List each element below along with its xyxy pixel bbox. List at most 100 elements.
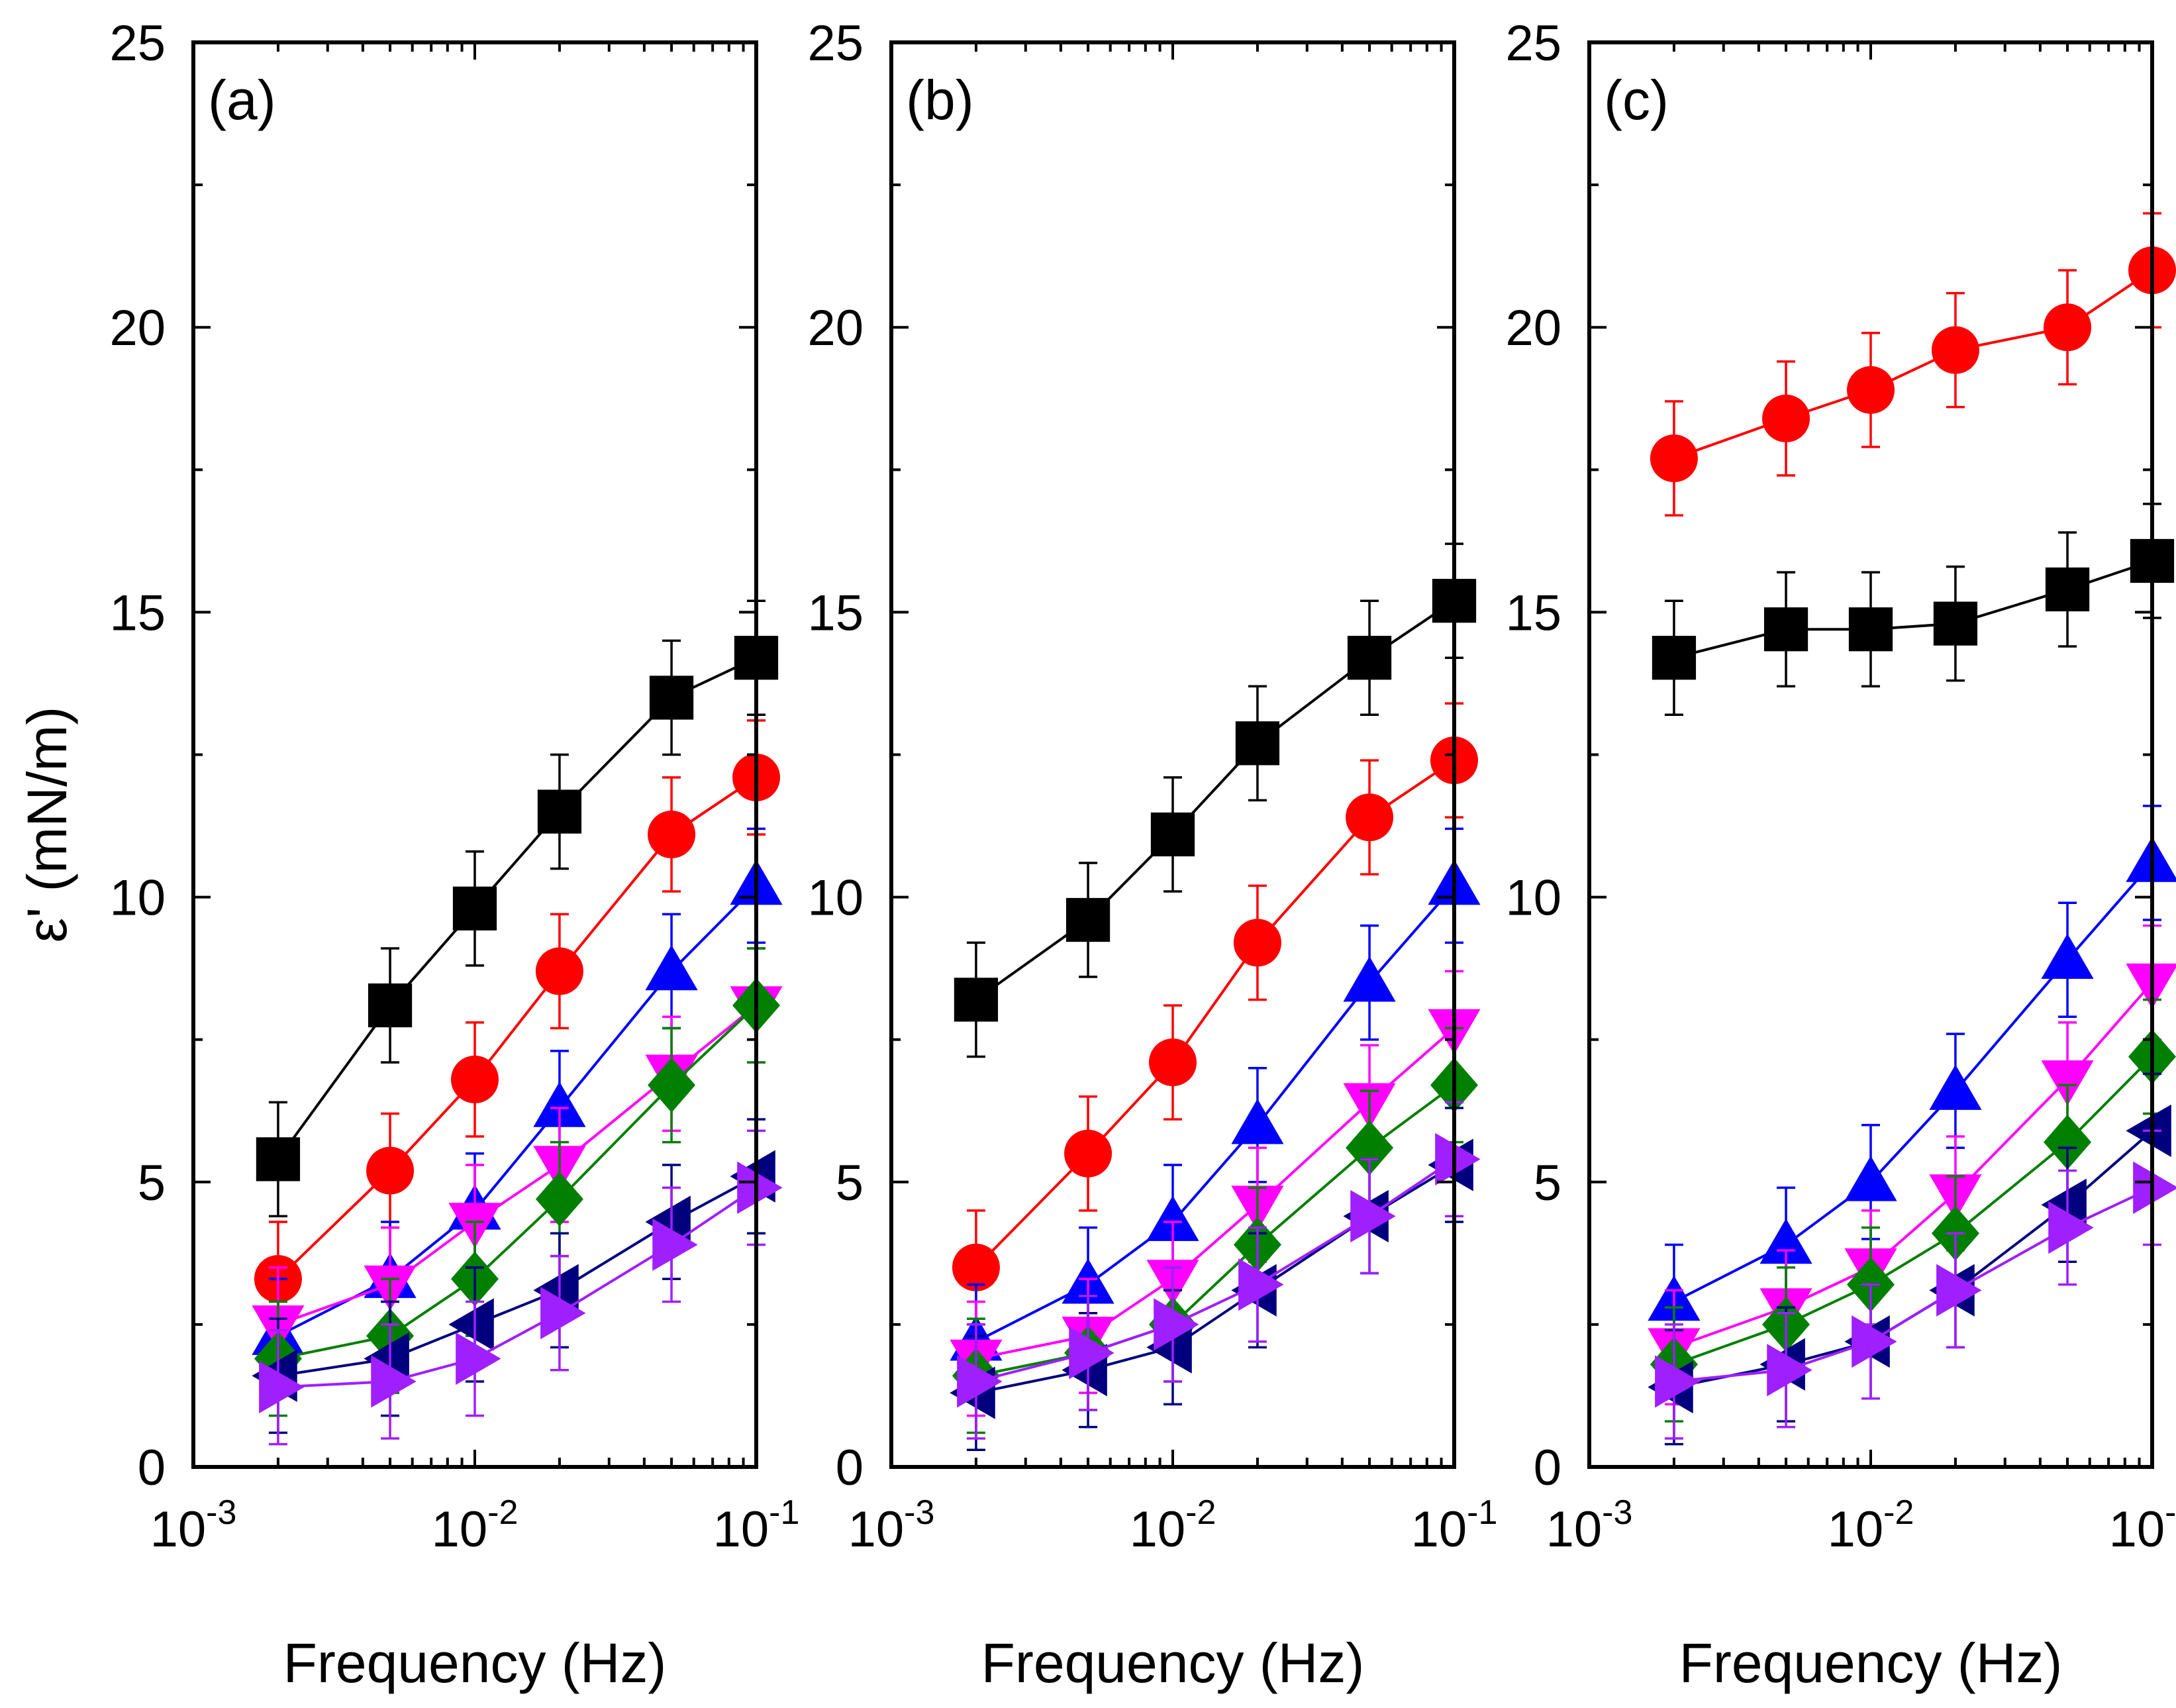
data-point xyxy=(371,1355,417,1408)
data-point xyxy=(2044,1115,2092,1170)
data-point xyxy=(652,1218,698,1272)
x-tick-label: 10-2 xyxy=(1828,1493,1914,1558)
series-4 xyxy=(1648,924,2176,1406)
data-point xyxy=(1933,601,1978,646)
data-point xyxy=(645,944,698,991)
y-tick-label: 10 xyxy=(1505,870,1561,927)
data-point xyxy=(1852,1315,1897,1368)
data-point xyxy=(1065,897,1111,942)
data-point xyxy=(368,983,413,1028)
y-tick-label: 0 xyxy=(1534,1440,1561,1496)
y-tick-label: 10 xyxy=(807,870,864,927)
x-tick-label: 10-3 xyxy=(848,1493,935,1558)
y-axis-title: ε' (mN/m) xyxy=(16,707,78,943)
y-tick-label: 5 xyxy=(138,1155,166,1211)
series-2 xyxy=(1650,212,2176,517)
data-point xyxy=(649,676,694,720)
data-point xyxy=(1844,1156,1897,1201)
data-point xyxy=(1848,607,1893,652)
data-point xyxy=(1233,919,1281,967)
series-4 xyxy=(252,947,783,1383)
ticks xyxy=(890,41,1456,1468)
panel-label: (c) xyxy=(1604,69,1669,131)
data-point xyxy=(1929,1064,1982,1110)
data-point xyxy=(1759,1218,1812,1264)
series-5 xyxy=(1650,998,2176,1423)
data-point xyxy=(533,1081,586,1127)
series-line xyxy=(1673,981,2153,1349)
series-line xyxy=(277,884,758,1337)
data-point xyxy=(448,1298,494,1351)
series-3 xyxy=(950,827,1481,1400)
data-point xyxy=(1146,1195,1199,1241)
data-point xyxy=(1847,366,1895,414)
panel-c: 0 5 10 15 20 25 10-3 10-2 10-1 (c) Frequency (Hz) xyxy=(1505,15,2176,1694)
data-point xyxy=(1346,793,1394,842)
y-tick-label: 15 xyxy=(109,585,166,641)
data-point xyxy=(366,1146,415,1195)
data-point xyxy=(2133,1161,2176,1215)
y-tick-label: 5 xyxy=(836,1155,864,1211)
series-1 xyxy=(954,542,1477,1058)
data-point xyxy=(2041,1060,2094,1106)
x-axis-title: Frequency (Hz) xyxy=(283,1632,667,1694)
series-6 xyxy=(950,1107,1473,1451)
ticks xyxy=(1588,41,2153,1468)
series-group xyxy=(1648,212,2176,1446)
series-1 xyxy=(1652,503,2175,717)
data-point xyxy=(259,1360,305,1414)
data-point xyxy=(1346,1120,1394,1176)
data-point xyxy=(2041,933,2094,980)
y-tick-label: 15 xyxy=(1505,585,1561,641)
series-6 xyxy=(1648,1072,2171,1446)
y-tick-label: 15 xyxy=(807,585,864,641)
x-axis-title: Frequency (Hz) xyxy=(1679,1632,2063,1694)
x-tick-label: 10-3 xyxy=(150,1493,237,1558)
x-tick-label: 10-3 xyxy=(1546,1493,1633,1558)
series-line xyxy=(277,1004,758,1326)
series-4 xyxy=(950,970,1481,1417)
series-line xyxy=(975,1158,1456,1383)
series-1 xyxy=(256,599,779,1218)
data-point xyxy=(456,1332,501,1385)
series-5 xyxy=(952,1027,1478,1434)
y-tick-label: 0 xyxy=(138,1440,166,1496)
series-7 xyxy=(957,1101,1481,1440)
y-tick-label: 5 xyxy=(1534,1155,1561,1211)
data-point xyxy=(1435,1132,1481,1185)
panel-a: 0 5 10 15 20 25 10-3 10-2 10-1 (a) Frequency (Hz) xyxy=(109,15,799,1694)
series-7 xyxy=(1655,1129,2176,1440)
series-line xyxy=(1673,269,2153,460)
series-5 xyxy=(254,947,780,1417)
x-tick-label: 10-1 xyxy=(2109,1493,2176,1558)
data-point xyxy=(535,1172,583,1227)
series-group xyxy=(950,542,1481,1451)
data-point xyxy=(1154,1298,1199,1351)
x-tick-label: 10-1 xyxy=(1411,1493,1498,1558)
data-point xyxy=(952,1243,1000,1291)
data-point xyxy=(648,810,696,858)
data-point xyxy=(1235,721,1280,766)
data-point xyxy=(535,947,583,995)
y-tick-label: 10 xyxy=(109,870,166,927)
data-point xyxy=(1069,1327,1114,1380)
x-tick-label: 10-1 xyxy=(713,1493,800,1558)
data-point xyxy=(1767,1344,1812,1397)
data-point xyxy=(2048,1201,2094,1254)
x-tick-label: 10-2 xyxy=(432,1493,519,1558)
data-point xyxy=(1347,636,1392,680)
y-tick-label: 25 xyxy=(109,15,166,72)
data-point xyxy=(1655,1355,1701,1408)
data-point xyxy=(957,1355,1003,1408)
data-point xyxy=(1936,1264,1982,1317)
data-point xyxy=(2044,303,2092,352)
y-tick-label: 0 xyxy=(836,1440,864,1496)
x-tick-label: 10-2 xyxy=(1130,1493,1216,1558)
series-2 xyxy=(254,719,780,1337)
data-point xyxy=(451,1055,499,1103)
data-point xyxy=(1231,1099,1284,1144)
data-point xyxy=(1150,812,1195,857)
data-point xyxy=(2045,567,2090,612)
